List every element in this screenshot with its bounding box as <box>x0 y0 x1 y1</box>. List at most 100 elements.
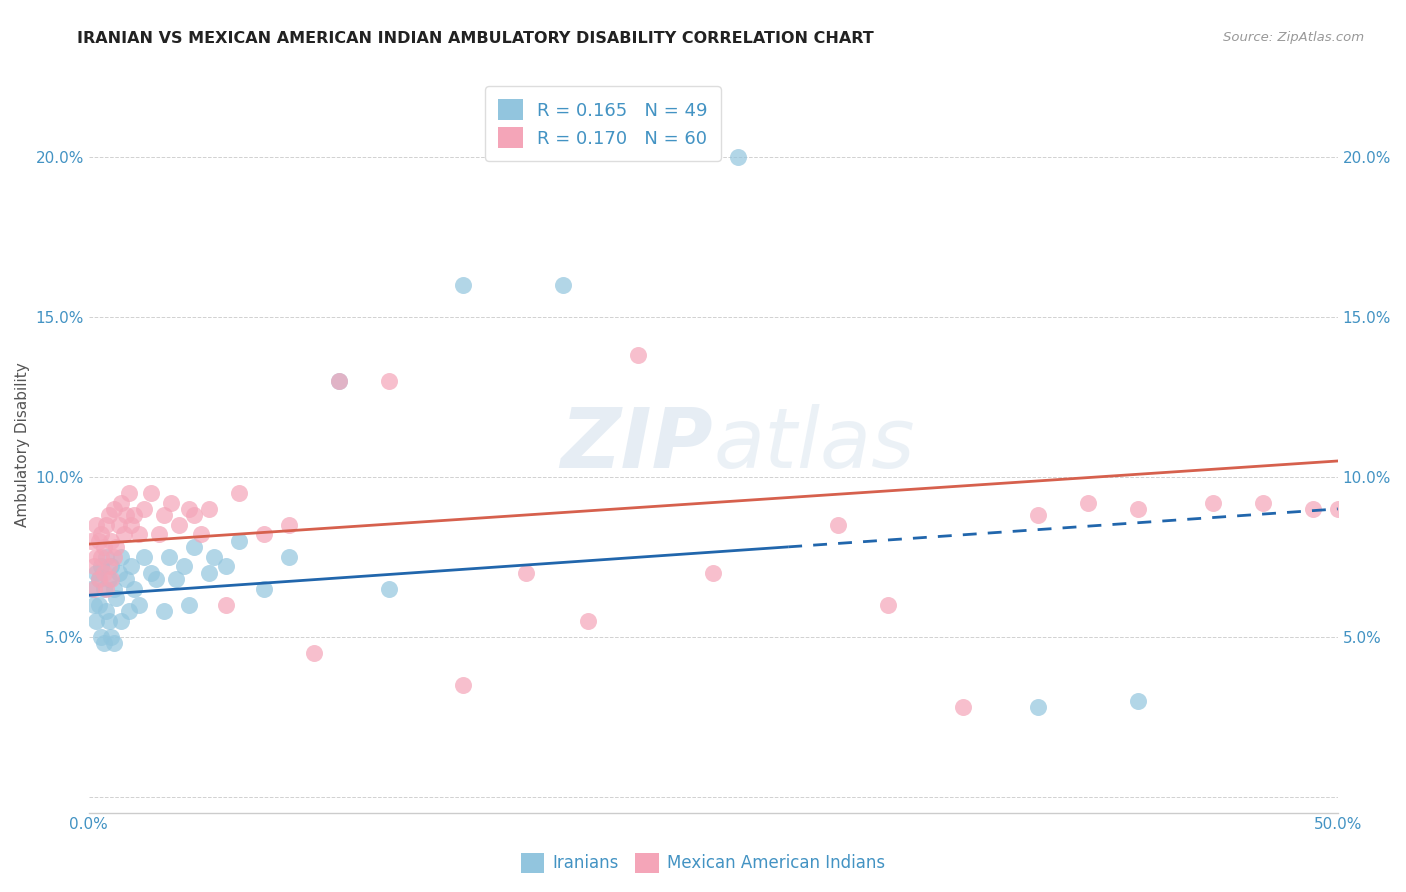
Point <box>197 566 219 580</box>
Point <box>87 533 110 548</box>
Point <box>453 678 475 692</box>
Point <box>87 572 110 586</box>
Point <box>952 700 974 714</box>
Point <box>90 549 112 564</box>
Point <box>727 150 749 164</box>
Point <box>96 582 118 596</box>
Point <box>110 495 132 509</box>
Point <box>302 646 325 660</box>
Point <box>84 517 107 532</box>
Point <box>1126 694 1149 708</box>
Point <box>120 559 142 574</box>
Point <box>84 566 107 580</box>
Point <box>253 527 276 541</box>
Point <box>90 559 112 574</box>
Point <box>103 549 125 564</box>
Point <box>112 527 135 541</box>
Point <box>453 278 475 293</box>
Point <box>1077 495 1099 509</box>
Point <box>145 572 167 586</box>
Point <box>177 502 200 516</box>
Point <box>100 559 122 574</box>
Point <box>173 559 195 574</box>
Point <box>553 278 575 293</box>
Point <box>1202 495 1225 509</box>
Point <box>157 549 180 564</box>
Text: Source: ZipAtlas.com: Source: ZipAtlas.com <box>1223 31 1364 45</box>
Text: IRANIAN VS MEXICAN AMERICAN INDIAN AMBULATORY DISABILITY CORRELATION CHART: IRANIAN VS MEXICAN AMERICAN INDIAN AMBUL… <box>77 31 875 46</box>
Point <box>93 636 115 650</box>
Text: atlas: atlas <box>713 404 915 485</box>
Text: ZIP: ZIP <box>561 404 713 485</box>
Point <box>118 486 141 500</box>
Point <box>190 527 212 541</box>
Point <box>197 502 219 516</box>
Point <box>160 495 183 509</box>
Point <box>96 549 118 564</box>
Point <box>228 486 250 500</box>
Point <box>1326 502 1348 516</box>
Point <box>93 582 115 596</box>
Point <box>141 566 163 580</box>
Point <box>152 508 174 523</box>
Point <box>515 566 537 580</box>
Point <box>110 549 132 564</box>
Point <box>118 604 141 618</box>
Point <box>107 566 129 580</box>
Point <box>96 517 118 532</box>
Point <box>84 614 107 628</box>
Point <box>167 517 190 532</box>
Point <box>152 604 174 618</box>
Point <box>80 582 103 596</box>
Point <box>107 517 129 532</box>
Y-axis label: Ambulatory Disability: Ambulatory Disability <box>15 363 30 527</box>
Legend: Iranians, Mexican American Indians: Iranians, Mexican American Indians <box>515 847 891 880</box>
Point <box>80 533 103 548</box>
Point <box>93 541 115 555</box>
Point <box>377 374 399 388</box>
Point <box>277 517 299 532</box>
Point <box>100 533 122 548</box>
Point <box>87 572 110 586</box>
Point <box>183 541 205 555</box>
Point <box>100 572 122 586</box>
Point <box>115 508 138 523</box>
Point <box>132 502 155 516</box>
Point <box>1126 502 1149 516</box>
Point <box>228 533 250 548</box>
Point <box>827 517 849 532</box>
Point <box>83 598 105 612</box>
Point <box>96 604 118 618</box>
Point <box>128 598 150 612</box>
Point <box>328 374 350 388</box>
Point <box>183 508 205 523</box>
Point <box>103 636 125 650</box>
Point <box>105 541 128 555</box>
Point <box>97 572 120 586</box>
Point <box>877 598 900 612</box>
Point <box>1026 700 1049 714</box>
Point <box>100 630 122 644</box>
Point <box>110 614 132 628</box>
Point <box>90 630 112 644</box>
Point <box>1302 502 1324 516</box>
Point <box>328 374 350 388</box>
Point <box>97 614 120 628</box>
Point <box>165 572 187 586</box>
Point <box>84 549 107 564</box>
Point <box>87 598 110 612</box>
Point <box>132 549 155 564</box>
Point <box>1026 508 1049 523</box>
Point <box>97 508 120 523</box>
Legend: R = 0.165   N = 49, R = 0.170   N = 60: R = 0.165 N = 49, R = 0.170 N = 60 <box>485 87 720 161</box>
Point <box>83 582 105 596</box>
Point <box>177 598 200 612</box>
Point <box>253 582 276 596</box>
Point <box>97 559 120 574</box>
Point <box>128 527 150 541</box>
Point <box>202 549 225 564</box>
Point <box>377 582 399 596</box>
Point <box>215 598 238 612</box>
Point <box>576 614 599 628</box>
Point <box>277 549 299 564</box>
